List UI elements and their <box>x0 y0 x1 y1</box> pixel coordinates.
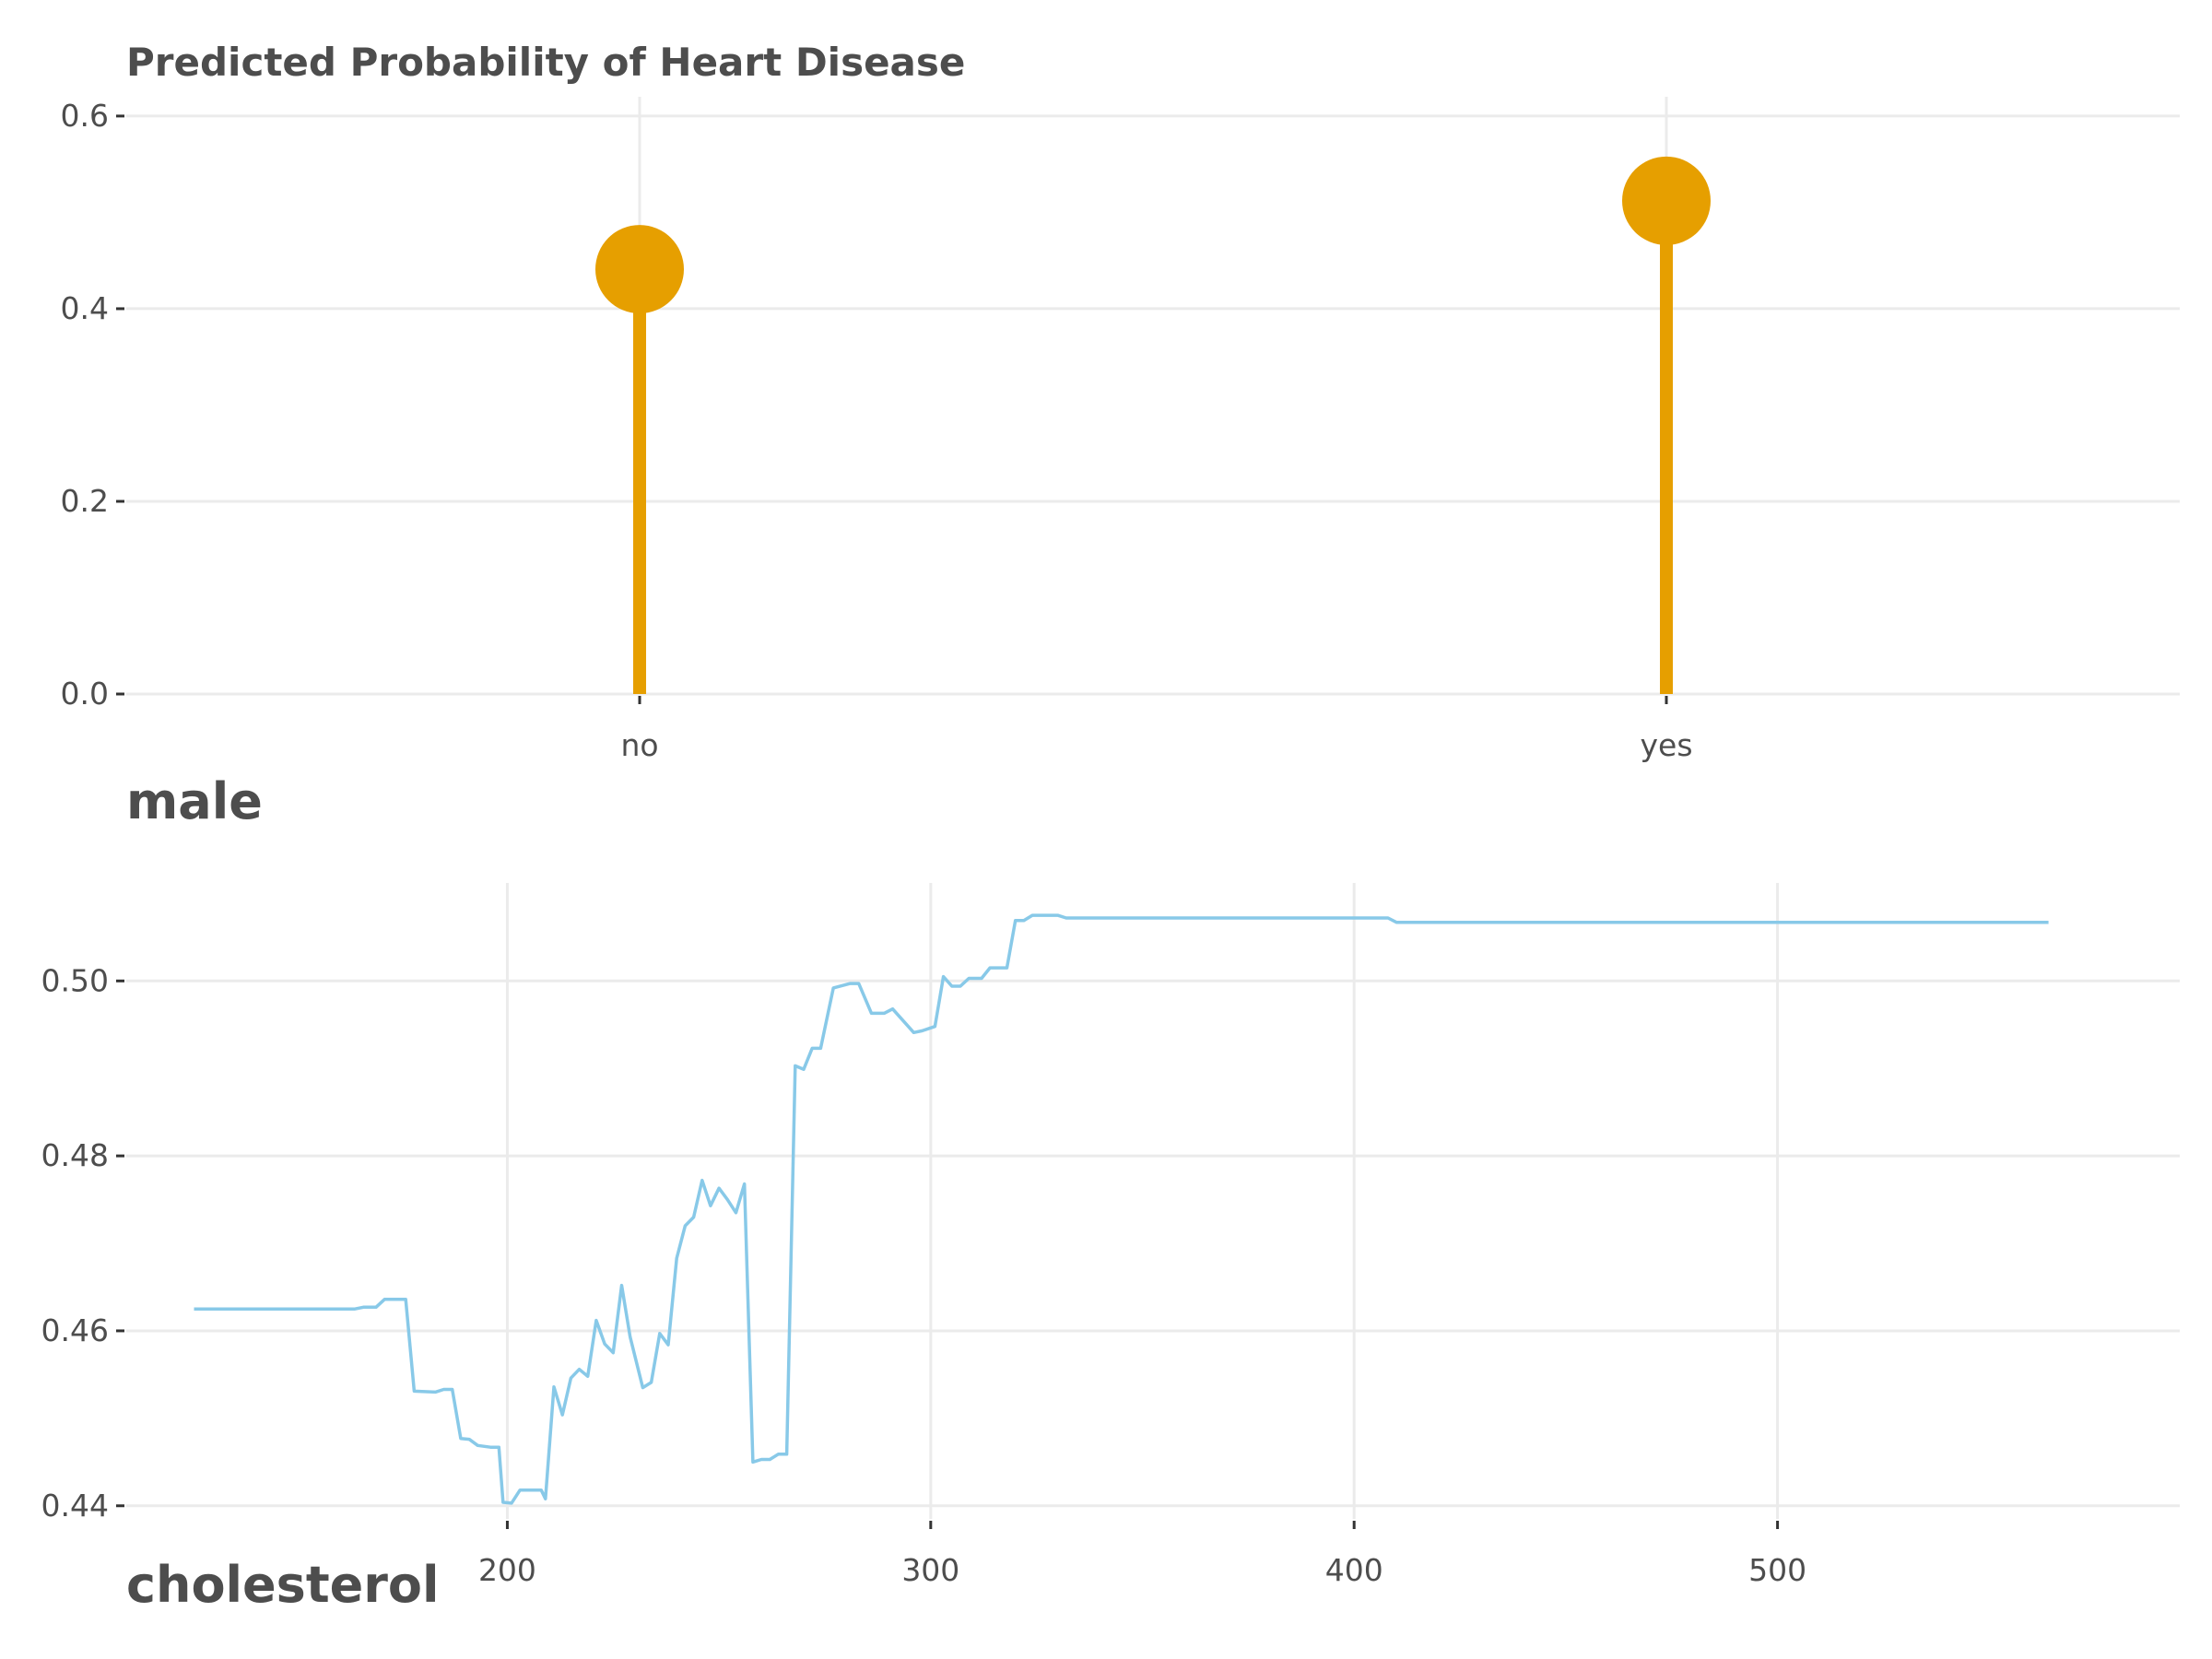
x-tick-label: 500 <box>1748 1552 1806 1588</box>
lollipop-axes: 0.0 0.2 0.4 0.6 no yes <box>61 98 1693 763</box>
lollipop-point-no <box>595 225 684 314</box>
y-tick-label: 0.2 <box>61 483 109 519</box>
x-axis-label-male: male <box>126 772 263 830</box>
y-tick-label: 0.4 <box>61 290 109 326</box>
y-tick-label: 0.44 <box>41 1488 109 1524</box>
series-line-cholesterol <box>194 913 2049 1505</box>
y-tick-label: 0.0 <box>61 676 109 712</box>
x-tick-label: 300 <box>901 1552 959 1588</box>
lollipop-gridlines <box>126 97 2180 696</box>
y-tick-label: 0.48 <box>41 1137 109 1173</box>
line-panel: 0.44 0.46 0.48 0.50 200 300 400 500 cholesterol <box>41 883 2180 1614</box>
line-axes: 0.44 0.46 0.48 0.50 200 300 400 500 <box>41 962 1807 1588</box>
y-tick-label: 0.50 <box>41 962 109 998</box>
chart-title: Predicted Probability of Heart Disease <box>126 40 965 85</box>
lollipop-marks <box>595 156 1711 694</box>
line-marks <box>194 913 2049 1505</box>
y-tick-label: 0.6 <box>61 98 109 134</box>
x-tick-label: 200 <box>478 1552 536 1588</box>
lollipop-panel: Predicted Probability of Heart Disease 0… <box>61 40 2180 830</box>
x-tick-label: 400 <box>1325 1552 1383 1588</box>
lollipop-point-yes <box>1622 156 1711 245</box>
y-tick-label: 0.46 <box>41 1312 109 1348</box>
line-gridlines <box>126 883 2180 1519</box>
x-tick-label-no: no <box>620 727 658 763</box>
x-axis-label-cholesterol: cholesterol <box>126 1556 440 1614</box>
x-tick-label-yes: yes <box>1640 727 1692 763</box>
